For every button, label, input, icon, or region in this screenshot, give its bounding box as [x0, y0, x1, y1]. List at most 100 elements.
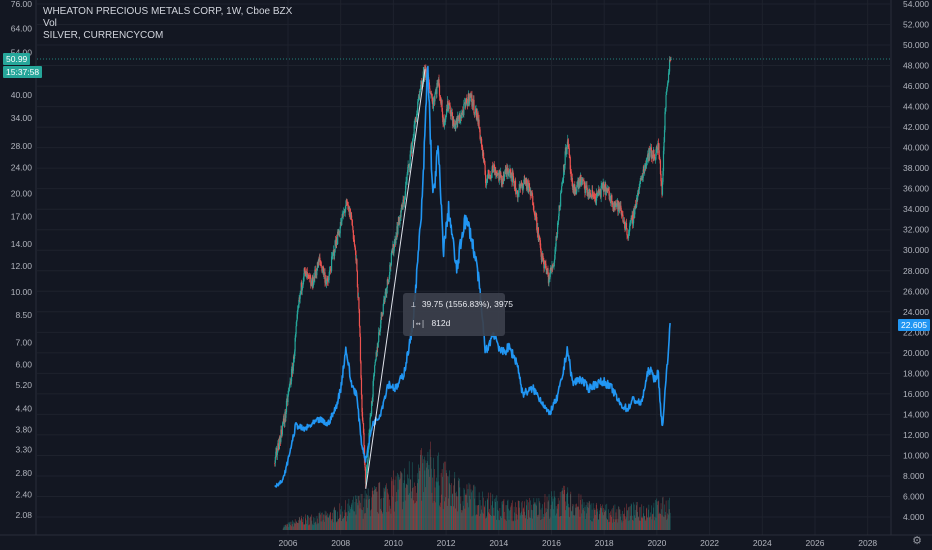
volume-bar: [408, 461, 410, 530]
left-price-axis[interactable]: 76.00 64.00 54.00 40.00 34.00 28.00 24.00 20.00…: [11, 0, 33, 520]
volume-bar: [305, 518, 307, 530]
legend-compare-symbol[interactable]: SILVER, CURRENCYCOM: [43, 30, 164, 41]
volume-bar: [583, 508, 584, 530]
candle-body: [636, 197, 638, 207]
volume-bar: [566, 505, 568, 530]
candle-body: [574, 184, 576, 193]
candle-body: [635, 206, 637, 209]
candle-body: [492, 166, 494, 171]
volume-bar: [518, 507, 520, 530]
candle-body: [377, 341, 379, 348]
volume-bar: [503, 500, 504, 530]
volume-bar: [283, 527, 284, 530]
volume-bar: [530, 517, 532, 530]
volume-bar: [472, 515, 474, 530]
candle-body: [545, 263, 547, 269]
right-price-axis[interactable]: 4.000 6.000 8.000 10.000 12.000 14.000 16.000 1…: [903, 0, 929, 522]
volume-bar: [561, 487, 563, 530]
volume-bar: [360, 502, 361, 530]
candle-body: [459, 115, 461, 122]
volume-bar: [352, 509, 354, 530]
right-tick-label: 26.000: [903, 286, 929, 296]
volume-bar: [407, 494, 409, 530]
volume-bar: [544, 494, 546, 530]
candle-body: [410, 150, 412, 155]
candle-body: [417, 101, 419, 111]
volume-bar: [535, 502, 536, 530]
volume-bar: [483, 505, 485, 530]
volume-bar: [295, 523, 296, 530]
volume-bar: [386, 512, 388, 530]
left-tick-label: 64.00: [11, 23, 33, 33]
volume-bar: [341, 521, 342, 530]
candle-body: [600, 185, 602, 198]
volume-bar: [338, 518, 340, 530]
volume-bar: [368, 499, 369, 530]
candle-body: [495, 171, 497, 174]
candle-body: [490, 175, 492, 177]
candle-body: [471, 94, 473, 107]
volume-bar: [556, 513, 557, 530]
volume-bar: [529, 517, 531, 530]
volume-bar: [345, 512, 347, 530]
candle-body: [438, 79, 440, 86]
right-tick-label: 32.000: [903, 225, 929, 235]
legend-volume[interactable]: Vol: [43, 18, 57, 29]
volume-bar: [663, 516, 664, 530]
volume-bar: [660, 503, 662, 530]
volume-bar: [522, 514, 523, 530]
volume-bar: [352, 499, 353, 530]
volume-bar: [527, 500, 529, 530]
volume-bar: [638, 520, 640, 530]
volume-bar: [411, 491, 412, 530]
candle-body: [441, 100, 443, 112]
volume-bar: [509, 509, 511, 530]
volume-bar: [464, 508, 466, 530]
candle-body: [632, 223, 634, 224]
volume-bar: [467, 488, 469, 530]
volume-bar: [612, 522, 613, 530]
candle-body: [521, 182, 523, 184]
right-tick-label: 24.000: [903, 307, 929, 317]
volume-bar: [342, 511, 344, 530]
candle-body: [404, 195, 406, 198]
volume-bar: [296, 521, 297, 530]
candle-body: [620, 210, 623, 216]
volume-bar: [612, 507, 614, 530]
volume-bar: [544, 502, 545, 530]
volume-bar: [587, 506, 588, 530]
volume-bar: [455, 492, 457, 530]
volume-bar: [593, 518, 594, 530]
candle-body: [523, 183, 525, 185]
volume-bar: [427, 461, 428, 530]
volume-bar: [390, 508, 391, 530]
volume-bar: [629, 520, 630, 530]
candle-body: [466, 98, 468, 103]
volume-bar: [573, 504, 575, 530]
volume-bar: [444, 501, 445, 530]
volume-bar: [416, 501, 418, 530]
volume-bar: [613, 505, 614, 530]
candle-body: [594, 198, 597, 203]
candle-body: [487, 174, 489, 179]
left-tick-label: 7.00: [15, 338, 32, 348]
gear-icon[interactable]: ⚙: [912, 535, 922, 547]
volume-bar: [554, 496, 555, 530]
time-axis[interactable]: 2006 2008 2010 2012 2014 2016 2018 2020 2022 2024…: [279, 538, 878, 548]
right-tick-label: 18.000: [903, 368, 929, 378]
candle-body: [416, 113, 418, 122]
legend-symbol[interactable]: WHEATON PRECIOUS METALS CORP, 1W, Cboe B…: [43, 6, 293, 17]
candle-body: [535, 212, 537, 218]
volume-bar: [539, 501, 540, 530]
volume-bar: [532, 518, 533, 530]
volume-bar: [504, 518, 506, 530]
volume-bar: [531, 509, 532, 530]
volume-bar: [653, 502, 655, 530]
volume-bar: [506, 520, 507, 530]
volume-bar: [620, 513, 622, 530]
volume-bar: [373, 490, 374, 530]
candle-body: [388, 274, 390, 280]
candle-body: [414, 123, 416, 125]
volume-bar: [666, 518, 668, 530]
